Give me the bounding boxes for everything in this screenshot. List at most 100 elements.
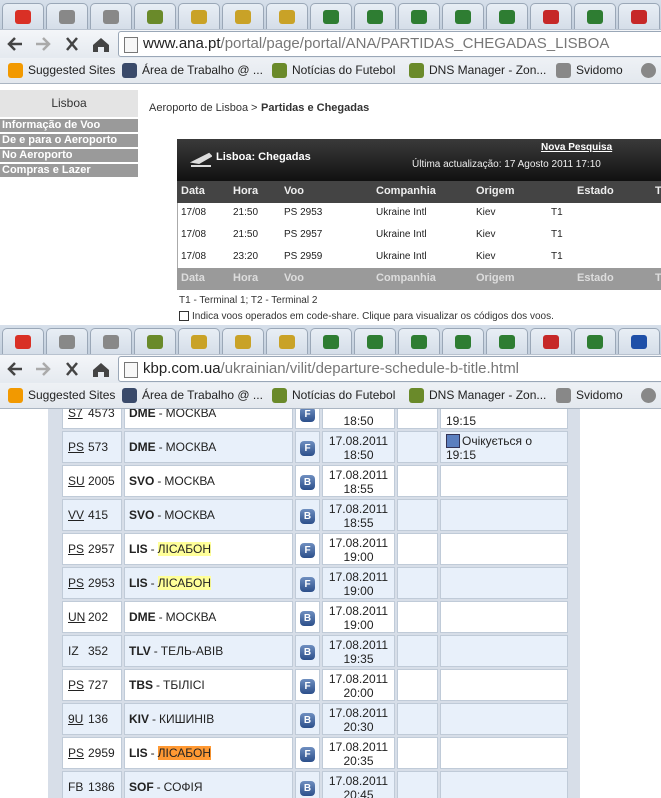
- tab[interactable]: [530, 328, 572, 355]
- tab[interactable]: [46, 328, 88, 355]
- separator: -: [156, 780, 161, 794]
- menu-item[interactable]: Informação de Voo: [0, 119, 138, 132]
- terminal-icon: B: [300, 475, 315, 490]
- tab[interactable]: [178, 3, 220, 30]
- tab[interactable]: [266, 3, 308, 30]
- separator: -: [157, 508, 162, 522]
- tab-icon: [367, 10, 383, 24]
- tab[interactable]: [310, 328, 352, 355]
- tab-icon: [411, 335, 427, 349]
- destination: SVO - МОСКВА: [129, 474, 215, 488]
- flight-code[interactable]: VV: [68, 508, 85, 522]
- tab[interactable]: [354, 328, 396, 355]
- tab[interactable]: [442, 3, 484, 30]
- flight-code[interactable]: 9U: [68, 712, 84, 726]
- flight-code[interactable]: PS: [68, 678, 85, 692]
- flight-code: IZ: [68, 644, 79, 658]
- tab[interactable]: [266, 328, 308, 355]
- tab[interactable]: [486, 3, 528, 30]
- flight-number: 202: [88, 610, 109, 624]
- city: СОФІЯ: [163, 780, 203, 794]
- flight-code[interactable]: PS: [68, 576, 85, 590]
- flight-number: 415: [88, 508, 109, 522]
- cell-bg: [397, 499, 438, 531]
- tab-icon: [543, 10, 559, 24]
- page-content: S7 4573 DME - МОСКВА F 18:50 19:15 PS 573 DME - МОСК…: [0, 409, 661, 798]
- flight-code[interactable]: PS: [68, 440, 85, 454]
- bookmark[interactable]: DNS Manager - Zon...: [429, 63, 547, 77]
- flight-number: 2005: [88, 474, 115, 488]
- cell-bg: [322, 635, 395, 667]
- bookmark[interactable]: Suggested Sites: [28, 63, 116, 77]
- tab[interactable]: [574, 328, 616, 355]
- iata: LIS: [129, 746, 148, 760]
- tab-icon: [587, 335, 603, 349]
- cell-bg: [62, 431, 122, 463]
- tab[interactable]: [222, 328, 264, 355]
- iata: LIS: [129, 542, 148, 556]
- flight-code[interactable]: PS: [68, 542, 85, 556]
- tab[interactable]: [618, 328, 660, 355]
- bookmark[interactable]: Área de Trabalho @ ...: [142, 63, 263, 77]
- tab[interactable]: [134, 328, 176, 355]
- tab[interactable]: [486, 328, 528, 355]
- address-bar[interactable]: www.ana.pt/portal/page/portal/ANA/PARTID…: [118, 31, 661, 57]
- bookmark[interactable]: Svidomo: [576, 63, 623, 77]
- tab[interactable]: [222, 3, 264, 30]
- tab[interactable]: [134, 3, 176, 30]
- tab[interactable]: [2, 3, 44, 30]
- cell: PS 2953: [284, 207, 323, 218]
- tab[interactable]: [398, 3, 440, 30]
- column-footer: T: [655, 272, 661, 284]
- bookmark-icon: [8, 63, 23, 78]
- tab-icon: [103, 335, 119, 349]
- new-search[interactable]: Nova Pesquisa: [541, 142, 613, 153]
- tab[interactable]: [618, 3, 660, 30]
- tab[interactable]: [90, 3, 132, 30]
- tab[interactable]: [90, 328, 132, 355]
- flight-code[interactable]: SU: [68, 474, 85, 488]
- flight-code: FB: [68, 780, 84, 794]
- bookmark-icon: [122, 388, 137, 403]
- cell-bg: [322, 465, 395, 497]
- tab[interactable]: [2, 328, 44, 355]
- url: www.ana.pt/portal/page/portal/ANA/PARTID…: [143, 35, 609, 52]
- cell: T1: [551, 229, 563, 240]
- status: 19:15: [446, 448, 477, 462]
- tab[interactable]: [354, 3, 396, 30]
- flight-code[interactable]: S7: [68, 409, 83, 420]
- bookmark[interactable]: Notícias do Futebol: [292, 388, 396, 402]
- cell-bg: [322, 771, 395, 798]
- bookmark[interactable]: Suggested Sites: [28, 388, 116, 402]
- bookmark[interactable]: Svidomo: [576, 388, 623, 402]
- nav-icons[interactable]: [4, 33, 114, 55]
- date: 17.08.2011: [328, 468, 389, 482]
- address-bar[interactable]: kbp.com.ua/ukrainian/vilit/departure-sch…: [118, 356, 661, 382]
- breadcrumb-current: Partidas e Chegadas: [261, 102, 370, 114]
- menu-item[interactable]: De e para o Aeroporto: [0, 134, 138, 147]
- cell-bg: [62, 737, 122, 769]
- tab[interactable]: [398, 328, 440, 355]
- flight-code[interactable]: PS: [68, 746, 85, 760]
- tab[interactable]: [310, 3, 352, 30]
- bookmark[interactable]: DNS Manager - Zon...: [429, 388, 547, 402]
- menu-item[interactable]: No Aeroporto: [0, 149, 138, 162]
- flight-code[interactable]: UN: [68, 610, 86, 624]
- tab[interactable]: [530, 3, 572, 30]
- tab[interactable]: [574, 3, 616, 30]
- bookmark-icon: [409, 63, 424, 78]
- date: 17.08.2011: [328, 434, 389, 448]
- plane-icon: [189, 149, 213, 169]
- nav-icons[interactable]: [4, 358, 114, 380]
- tab[interactable]: [442, 328, 484, 355]
- tab[interactable]: [178, 328, 220, 355]
- bookmark[interactable]: Notícias do Futebol: [292, 63, 396, 77]
- tab[interactable]: [46, 3, 88, 30]
- note[interactable]: Indica voos operados em code-share. Cliq…: [192, 311, 554, 322]
- iata: SVO: [129, 508, 155, 522]
- bookmark[interactable]: Área de Trabalho @ ...: [142, 388, 263, 402]
- menu-item[interactable]: Compras e Lazer: [0, 164, 138, 177]
- column-header: Voo: [284, 185, 304, 197]
- column-header: Data: [181, 185, 205, 197]
- time: 18:50: [343, 414, 374, 428]
